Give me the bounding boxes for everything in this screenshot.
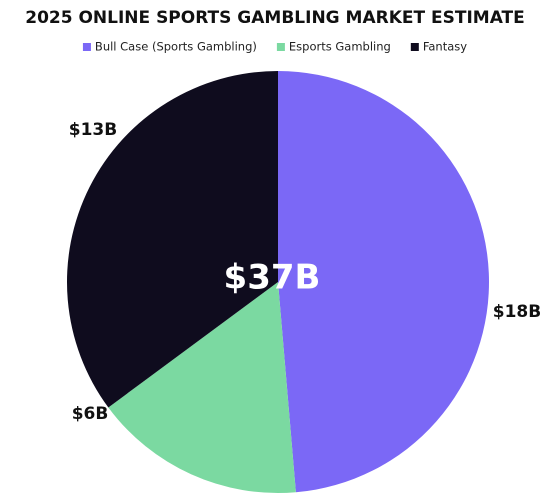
- value-label: $13B: [69, 120, 117, 140]
- value-label: $6B: [72, 404, 109, 424]
- legend: Bull Case (Sports Gambling) Esports Gambl…: [82, 40, 467, 54]
- legend-text: Bull Case (Sports Gambling): [95, 40, 257, 54]
- legend-item: Fantasy: [410, 40, 467, 54]
- pie: $18B $6B $13B $37B: [66, 71, 541, 493]
- chart-title: 2025 ONLINE SPORTS GAMBLING MARKET ESTIM…: [25, 8, 525, 28]
- legend-swatch: [82, 43, 91, 51]
- legend-swatch: [276, 43, 285, 51]
- pie-slice: [278, 71, 490, 493]
- legend-text: Esports Gambling: [289, 40, 391, 54]
- legend-item: Esports Gambling: [276, 40, 391, 54]
- value-label: $18B: [493, 302, 541, 322]
- pie-slice: [108, 282, 296, 493]
- pie-slice: [66, 71, 278, 408]
- legend-text: Fantasy: [423, 40, 467, 54]
- center-label: $37B: [224, 258, 321, 298]
- legend-item: Bull Case (Sports Gambling): [82, 40, 257, 54]
- legend-swatch: [410, 43, 419, 51]
